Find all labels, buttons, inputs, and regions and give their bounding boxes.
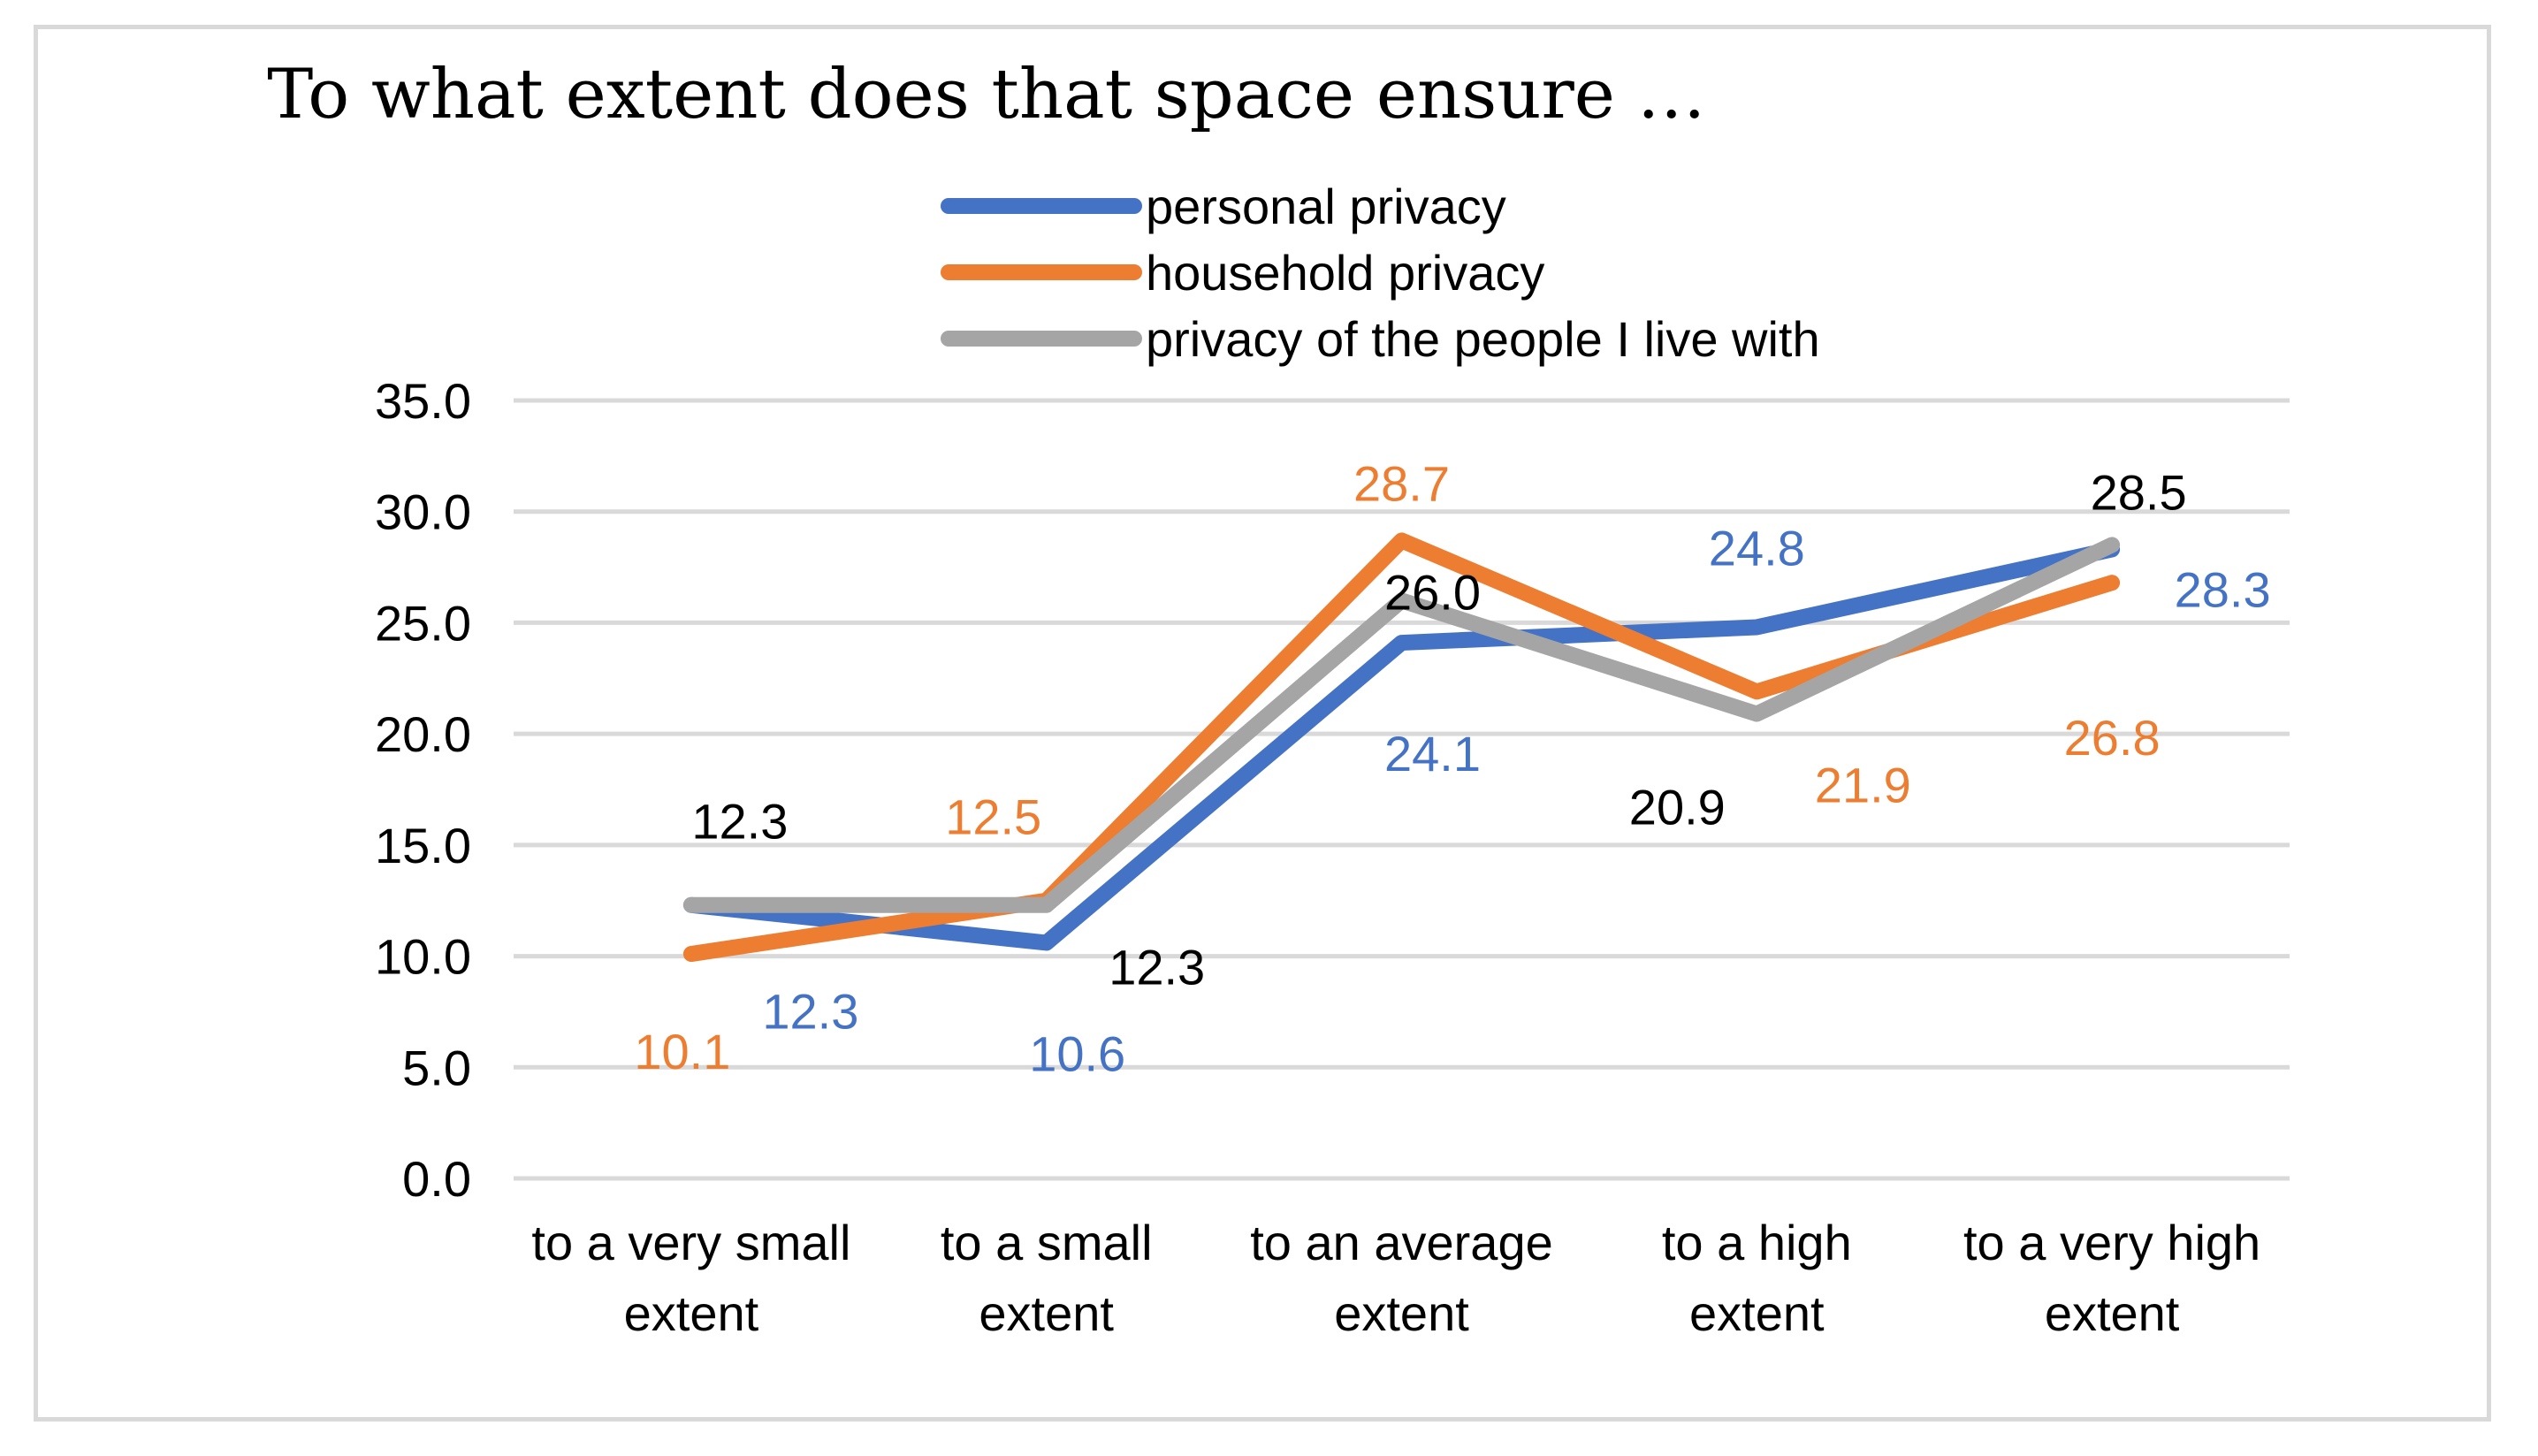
data-label: 10.6 [1029, 1025, 1125, 1081]
data-label: 12.3 [762, 984, 858, 1040]
x-tick-label-line: to a very high [1963, 1215, 2260, 1270]
y-tick-label: 25.0 [375, 595, 471, 651]
y-tick-label: 35.0 [375, 373, 471, 429]
y-tick-label: 0.0 [402, 1151, 471, 1207]
data-labels: 12.3 10.6 24.1 24.8 28.3 10.1 12.5 28.7 21.9 26.8… [634, 455, 2270, 1081]
legend-label: household privacy [1146, 245, 1544, 301]
series-line [682, 537, 2121, 913]
y-tick-label: 5.0 [402, 1040, 471, 1095]
data-label: 24.8 [1709, 520, 1805, 576]
x-tick-label-line: to an average [1250, 1215, 1552, 1270]
data-label: 10.1 [634, 1024, 730, 1079]
x-tick-label-line: extent [2045, 1285, 2180, 1341]
y-tick-label: 30.0 [375, 484, 471, 540]
legend-label: privacy of the people I live with [1146, 311, 1820, 367]
data-label: 12.5 [945, 789, 1041, 845]
x-tick-label-line: extent [979, 1285, 1114, 1341]
x-tick-label: to an average extent [1250, 1215, 1552, 1341]
x-tick-label-line: to a small [941, 1215, 1153, 1270]
x-tick-label: to a very high extent [1963, 1215, 2260, 1341]
x-tick-label: to a small extent [941, 1215, 1153, 1341]
data-label: 26.0 [1384, 564, 1481, 620]
data-label: 26.8 [2064, 710, 2161, 766]
data-label: 28.7 [1353, 455, 1450, 511]
data-label: 28.5 [2091, 464, 2187, 520]
chart-frame: To what extent does that space ensure … … [34, 25, 2491, 1422]
chart-title: To what extent does that space ensure … [267, 55, 1706, 134]
y-tick-label: 20.0 [375, 706, 471, 762]
y-axis: 0.0 5.0 10.0 15.0 20.0 25.0 30.0 35.0 [375, 373, 471, 1207]
data-label: 12.3 [1109, 940, 1205, 995]
data-label: 21.9 [1815, 757, 1911, 812]
x-tick-label: to a high extent [1662, 1215, 1852, 1341]
legend: personal privacy household privacy privacy… [941, 179, 1820, 367]
series-line [682, 541, 2121, 951]
x-tick-label-line: extent [1334, 1285, 1469, 1341]
x-tick-label: to a very small extent [531, 1215, 850, 1341]
legend-label: personal privacy [1146, 179, 1506, 234]
line-chart: To what extent does that space ensure … … [267, 55, 2290, 1341]
y-tick-label: 10.0 [375, 929, 471, 985]
x-tick-label-line: extent [1689, 1285, 1825, 1341]
data-label: 12.3 [691, 794, 788, 850]
data-label: 24.1 [1384, 726, 1481, 781]
y-tick-label: 15.0 [375, 818, 471, 873]
series-lines [682, 532, 2121, 963]
data-label: 20.9 [1629, 780, 1726, 835]
x-tick-label-line: to a very small [531, 1215, 850, 1270]
data-label: 28.3 [2175, 561, 2271, 617]
x-tick-label-line: to a high [1662, 1215, 1852, 1270]
x-tick-label-line: extent [624, 1285, 759, 1341]
gridlines [514, 398, 2290, 1181]
